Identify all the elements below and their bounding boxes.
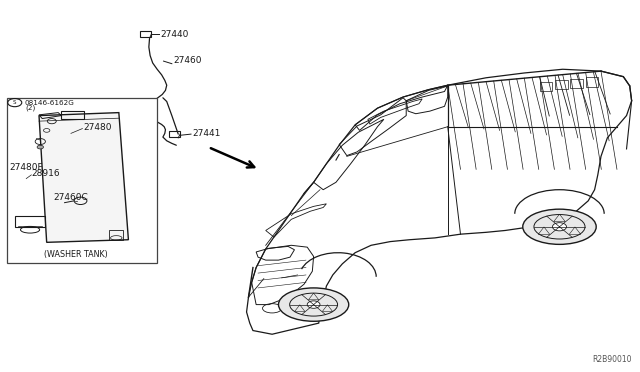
Bar	[169, 131, 180, 137]
Text: (2): (2)	[25, 105, 35, 112]
Circle shape	[307, 301, 320, 308]
Ellipse shape	[523, 209, 596, 244]
Text: 08146-6162G: 08146-6162G	[25, 100, 75, 106]
Bar	[140, 31, 152, 37]
Text: R2B90010: R2B90010	[592, 355, 632, 364]
Text: 27441: 27441	[192, 129, 221, 138]
Text: 27460C: 27460C	[54, 193, 88, 202]
Text: 27440: 27440	[161, 29, 189, 39]
Text: (WASHER TANK): (WASHER TANK)	[44, 250, 108, 259]
Bar	[540, 81, 552, 91]
Text: 27460: 27460	[173, 56, 202, 65]
Ellipse shape	[278, 288, 349, 321]
Circle shape	[37, 145, 44, 149]
Bar	[15, 216, 45, 227]
Bar	[109, 230, 124, 240]
Bar	[570, 79, 583, 88]
Bar	[7, 98, 157, 263]
Text: S: S	[13, 100, 17, 105]
Bar	[586, 77, 598, 87]
Text: 27480F: 27480F	[9, 163, 43, 172]
Text: 27480: 27480	[84, 123, 112, 132]
Bar	[61, 111, 84, 119]
Polygon shape	[39, 113, 129, 242]
Circle shape	[552, 223, 566, 231]
Bar	[555, 80, 568, 89]
Text: 28916: 28916	[31, 169, 60, 177]
